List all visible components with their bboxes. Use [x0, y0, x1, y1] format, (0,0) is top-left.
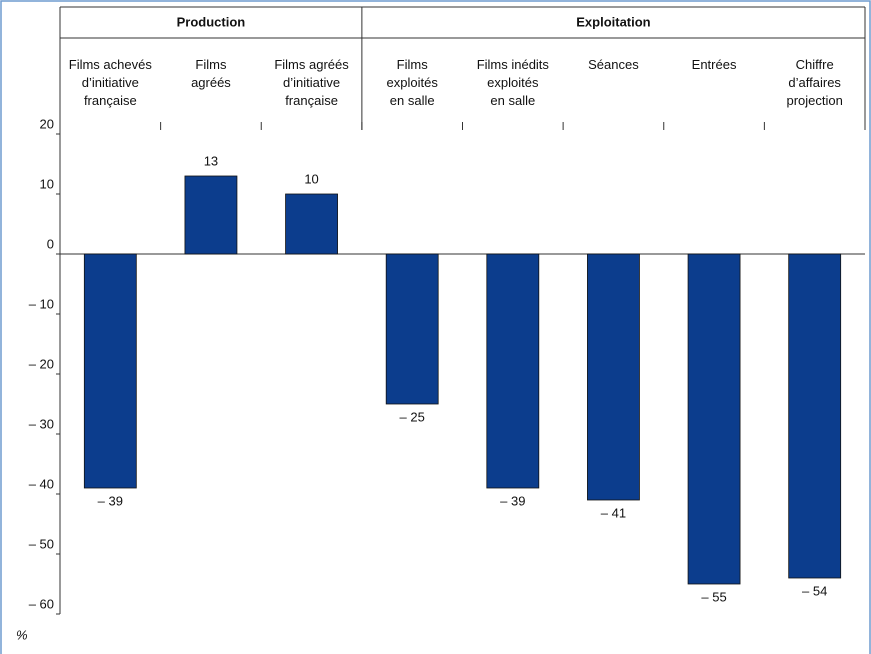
x-tick-label-line: exploités — [487, 75, 539, 90]
x-tick-label: Films agréés — [191, 57, 231, 90]
bar — [587, 253, 640, 501]
value-label: – 54 — [802, 583, 827, 598]
value-label: – 39 — [98, 493, 123, 508]
y-tick-label: 10 — [40, 176, 54, 191]
x-tick-label-line: projection — [787, 93, 843, 108]
value-label: 13 — [204, 153, 218, 168]
x-tick-label-line: d’initiative — [283, 75, 340, 90]
y-tick-label: – 10 — [29, 296, 54, 311]
group-label: Exploitation — [576, 14, 650, 29]
x-tick-label-line: exploités — [387, 75, 439, 90]
x-tick-label-line: en salle — [390, 93, 435, 108]
x-tick-label-line: Films achevés — [69, 57, 153, 72]
y-tick-label: – 30 — [29, 416, 54, 431]
y-tick-label: 20 — [40, 116, 54, 131]
x-tick-label-line: Films agréés — [274, 57, 349, 72]
y-tick-label: – 20 — [29, 356, 54, 371]
x-tick-label-line: d’affaires — [788, 75, 841, 90]
value-label: 10 — [304, 171, 318, 186]
x-tick-label-line: agréés — [191, 75, 231, 90]
x-tick-label-line: Chiffre — [796, 57, 834, 72]
x-tick-label: Films achevés d’initiative française — [69, 57, 153, 108]
x-tick-label-line: française — [84, 93, 137, 108]
y-tick-label: 0 — [47, 236, 54, 251]
group-label: Production — [177, 14, 246, 29]
x-tick-label: Entrées — [692, 57, 737, 72]
value-label: – 25 — [400, 409, 425, 424]
bar — [385, 253, 439, 405]
x-tick-label-line: Séances — [588, 57, 639, 72]
x-tick-label-line: d’initiative — [82, 75, 139, 90]
bar — [486, 253, 540, 489]
bar — [687, 253, 741, 585]
x-tick-label-line: française — [285, 93, 338, 108]
bar — [184, 175, 238, 255]
bar — [285, 193, 338, 255]
bar — [83, 253, 137, 489]
x-tick-label-line: Films — [195, 57, 227, 72]
x-tick-label-line: Films inédits — [477, 57, 550, 72]
x-tick-label: Films agréés d’initiative française — [274, 57, 349, 108]
x-tick-label-line: Films — [397, 57, 429, 72]
value-label: – 39 — [500, 493, 525, 508]
y-tick-label: – 50 — [29, 536, 54, 551]
value-label: – 55 — [701, 589, 726, 604]
y-tick-label: – 60 — [29, 596, 54, 611]
bar — [788, 253, 842, 579]
x-tick-label-line: Entrées — [692, 57, 737, 72]
x-tick-label-line: en salle — [490, 93, 535, 108]
y-tick-label: – 40 — [29, 476, 54, 491]
value-label: – 41 — [601, 505, 626, 520]
x-tick-label: Films inédits exploités en salle — [477, 57, 550, 108]
y-axis-label: % — [16, 627, 28, 642]
x-tick-label: Films exploités en salle — [387, 57, 439, 108]
x-tick-label: Séances — [588, 57, 639, 72]
x-tick-label: Chiffre d’affaires projection — [787, 57, 843, 108]
